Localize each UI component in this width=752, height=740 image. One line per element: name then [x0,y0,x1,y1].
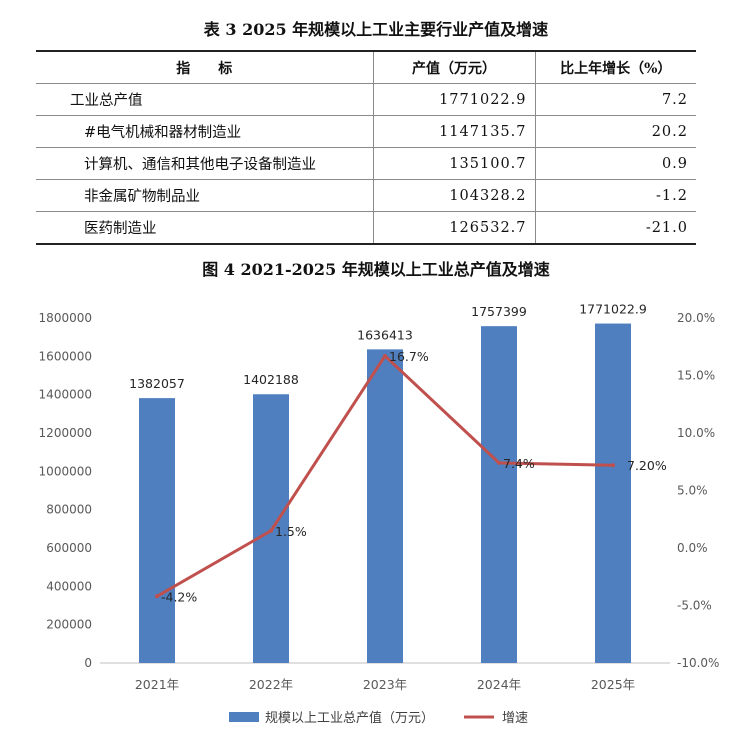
row-name: 非金属矿物制品业 [36,179,373,212]
growth-point [383,353,387,358]
x-tick-label: 2021年 [135,677,179,692]
y-left-tick-label: 600000 [46,541,92,555]
y-right-tick-label: 5.0% [677,484,708,498]
bar-value-label: 1636413 [357,327,413,342]
row-growth: 7.2 [534,83,696,116]
x-tick-label: 2023年 [363,677,407,692]
table-row: 工业总产值 1771022.9 7.2 [36,83,696,116]
table-header-row: 指 标 产值（万元） 比上年增长（%） [36,51,696,84]
growth-value-label: -4.2% [161,589,197,604]
row-growth: 20.2 [534,115,696,148]
bar-value-label: 1771022.9 [579,302,647,317]
y-left-tick-label: 1800000 [39,311,92,325]
y-left-tick-label: 800000 [46,503,92,517]
y-left-tick-label: 1400000 [39,388,92,402]
row-name: #电气机械和器材制造业 [36,115,373,148]
y-left-tick-label: 0 [84,656,92,670]
y-right-tick-label: -5.0% [677,599,712,613]
y-right-tick-label: 0.0% [677,541,708,555]
bar [139,398,175,663]
row-value: 135100.7 [372,147,535,180]
x-tick-label: 2025年 [591,677,635,692]
growth-point [155,594,159,599]
bar-value-label: 1757399 [471,304,527,319]
growth-point [497,460,501,465]
table-title: 表 3 2025 年规模以上工业主要行业产值及增速 [203,20,549,39]
row-name: 医药制造业 [36,211,373,245]
table-row: 计算机、通信和其他电子设备制造业 135100.7 0.9 [36,147,696,180]
y-right-tick-label: 15.0% [677,369,715,383]
bar-value-label: 1402188 [243,372,299,387]
legend-bar-label: 规模以上工业总产值（万元） [265,710,434,726]
y-left-tick-label: 400000 [46,579,92,593]
table-row: 医药制造业 126532.7 -21.0 [36,211,696,245]
row-value: 126532.7 [372,211,535,245]
row-value: 104328.2 [372,179,535,212]
row-growth: -21.0 [534,211,696,245]
table-row: #电气机械和器材制造业 1147135.7 20.2 [36,115,696,148]
row-value: 1771022.9 [372,83,535,116]
x-tick-label: 2022年 [249,677,293,692]
bar [595,323,631,663]
y-left-tick-label: 1000000 [39,464,92,478]
row-growth: -1.2 [534,179,696,212]
y-right-tick-label: -10.0% [677,656,719,670]
row-value: 1147135.7 [372,115,535,148]
y-left-tick-label: 1600000 [39,349,92,363]
row-growth: 0.9 [534,147,696,180]
growth-value-label: 16.7% [389,349,429,364]
y-right-tick-label: 10.0% [677,426,715,440]
industry-table: 指 标 产值（万元） 比上年增长（%） 工业总产值 1771022.9 7.2 … [36,50,696,245]
table-row: 非金属矿物制品业 104328.2 -1.2 [36,179,696,212]
y-left-tick-label: 200000 [46,618,92,632]
growth-value-label: 1.5% [275,524,307,539]
x-tick-label: 2024年 [477,677,521,692]
header-output: 产值（万元） [372,51,535,84]
growth-point [611,463,615,468]
row-name: 计算机、通信和其他电子设备制造业 [36,147,373,180]
output-growth-chart: 0 200000 400000 600000 800000 1000000 1200000 1… [39,302,720,726]
legend-line-label: 增速 [502,711,528,726]
chart-title: 图 4 2021-2025 年规模以上工业总产值及增速 [202,260,550,279]
bar [367,349,403,663]
growth-value-label: 7.4% [503,456,535,471]
header-growth: 比上年增长（%） [534,51,696,84]
y-right-tick-label: 20.0% [677,311,715,325]
row-name: 工业总产值 [36,83,373,116]
legend-bar-swatch [229,712,259,722]
y-left-tick-label: 1200000 [39,426,92,440]
bar [481,326,517,663]
header-indicator: 指 标 [36,51,373,84]
bar-value-label: 1382057 [129,376,185,391]
growth-point [269,528,273,533]
growth-value-label: 7.20% [627,458,667,473]
